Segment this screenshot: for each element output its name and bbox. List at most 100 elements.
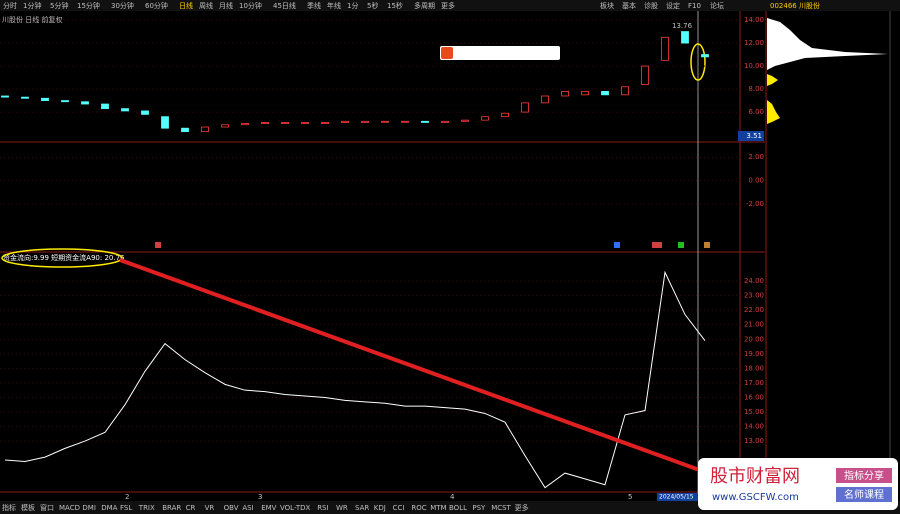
indicator-tab[interactable]: DMA (101, 504, 117, 512)
candle (301, 122, 309, 124)
highlight-ellipse (690, 43, 706, 81)
indicator-tab[interactable]: VOL-TDX (280, 504, 311, 512)
y-tick-label: 19.00 (744, 350, 764, 358)
candle (421, 120, 429, 123)
ime-toolbar[interactable] (440, 46, 560, 60)
indicator-tab[interactable]: PSY (472, 504, 486, 512)
candle (61, 100, 69, 103)
y-tick-label: 6.00 (748, 108, 764, 116)
indicator-tab[interactable]: TRIX (138, 504, 155, 512)
toolbar-tab[interactable]: 15秒 (387, 1, 403, 10)
toolbar-tab[interactable]: 15分钟 (77, 1, 100, 10)
candle (681, 31, 689, 44)
candle (481, 116, 489, 121)
signal-icon (678, 242, 684, 248)
indicator-tab[interactable]: VR (205, 504, 215, 512)
y-tick-label: 0.00 (748, 177, 764, 185)
toolbar-tab[interactable]: 板块 (600, 1, 614, 10)
toolbar-tab[interactable]: 月线 (219, 1, 233, 10)
candle (361, 120, 369, 123)
highlight-ellipse (1, 248, 123, 268)
candle (321, 122, 329, 124)
candle (541, 95, 549, 104)
ime-logo[interactable] (441, 47, 453, 59)
indicator-tab[interactable]: 窗口 (40, 503, 54, 512)
month-label: 5 (628, 493, 632, 501)
indicator-tab[interactable]: CR (186, 504, 196, 512)
candle (161, 116, 169, 129)
candle (441, 120, 449, 123)
watermark-button-label[interactable]: 指标分享 (844, 469, 884, 482)
signal-icon (704, 242, 710, 248)
watermark-button[interactable] (836, 468, 892, 483)
toolbar-tab[interactable]: 多周期 (414, 1, 435, 10)
watermark-button-label[interactable]: 名师课程 (844, 488, 884, 501)
toolbar-tab[interactable]: 5秒 (367, 1, 378, 10)
y-tick-label: 2.00 (748, 153, 764, 161)
month-label: 2 (125, 493, 129, 501)
toolbar-tab[interactable]: 日线 (179, 1, 193, 10)
candle (1, 95, 9, 98)
toolbar-tab[interactable]: 更多 (441, 1, 455, 10)
indicator-tab[interactable]: MTM (430, 504, 446, 512)
indicator-tab[interactable]: MACD (59, 504, 80, 512)
candle (381, 120, 389, 123)
indicator-tab[interactable]: DMI (82, 504, 96, 512)
candle (221, 124, 229, 128)
indicator-tab[interactable]: OBV (224, 504, 239, 512)
indicator-tab[interactable]: KDJ (374, 504, 386, 512)
candle (41, 97, 49, 101)
candle (501, 112, 509, 118)
indicator-tab[interactable]: BRAR (162, 504, 181, 512)
indicator-tab[interactable]: ROC (411, 504, 426, 512)
y-tick-label: 15.00 (744, 408, 764, 416)
toolbar-tab[interactable]: 1分钟 (23, 1, 41, 10)
toolbar-tab[interactable]: F10 (688, 2, 701, 10)
toolbar-tab[interactable]: 分时 (3, 1, 17, 10)
indicator-tab[interactable]: EMV (261, 504, 276, 512)
candle (101, 103, 109, 110)
toolbar-tab[interactable]: 周线 (199, 1, 213, 10)
indicator-tab[interactable]: 模板 (21, 503, 35, 512)
candle (621, 86, 629, 96)
toolbar-tab[interactable]: 季线 (307, 1, 321, 10)
arrow (119, 258, 706, 474)
indicator-tab[interactable]: ASI (242, 504, 253, 512)
toolbar-tab[interactable]: 设定 (666, 1, 680, 10)
indicator-tab[interactable]: SAR (355, 504, 369, 512)
watermark-button[interactable] (836, 487, 892, 502)
indicator-tab[interactable]: MCST (491, 504, 511, 512)
candle (581, 90, 589, 96)
toolbar-tab[interactable]: 年线 (327, 1, 341, 10)
toolbar-tab[interactable]: 60分钟 (145, 1, 168, 10)
indicator-tab[interactable]: WR (336, 504, 348, 512)
y-tick-label: 14.00 (744, 16, 764, 24)
price-label-box (738, 131, 764, 141)
y-tick-label: 10.00 (744, 62, 764, 70)
indicator-tab[interactable]: BOLL (449, 504, 467, 512)
toolbar-tab[interactable]: 5分钟 (50, 1, 68, 10)
indicator-tab[interactable]: FSL (120, 504, 132, 512)
toolbar-tab[interactable]: 1分 (347, 1, 358, 10)
toolbar-tab[interactable]: 45日线 (273, 1, 296, 10)
y-tick-label: 16.00 (744, 393, 764, 401)
toolbar-tab[interactable]: 论坛 (710, 1, 724, 10)
y-tick-label: 22.00 (744, 306, 764, 314)
candle (121, 108, 129, 112)
cursor-date: 2024/05/15 (659, 494, 694, 501)
indicator-tab[interactable]: RSI (317, 504, 328, 512)
candle (281, 122, 289, 124)
toolbar-tab[interactable]: 基本 (622, 1, 636, 10)
indicator-tab[interactable]: CCI (393, 504, 405, 512)
toolbar-tab[interactable]: 30分钟 (111, 1, 134, 10)
watermark-title: 股市财富网 (710, 466, 800, 487)
y-tick-label: 24.00 (744, 277, 764, 285)
indicator-tab[interactable]: 更多 (515, 503, 529, 512)
indicator-tab[interactable]: 指标 (2, 503, 16, 512)
toolbar (0, 0, 900, 11)
toolbar-tab[interactable]: 10分钟 (239, 1, 262, 10)
toolbar-tab[interactable]: 诊股 (644, 1, 658, 10)
signal-icon (155, 242, 161, 248)
candle (461, 119, 469, 122)
candle (601, 90, 609, 96)
